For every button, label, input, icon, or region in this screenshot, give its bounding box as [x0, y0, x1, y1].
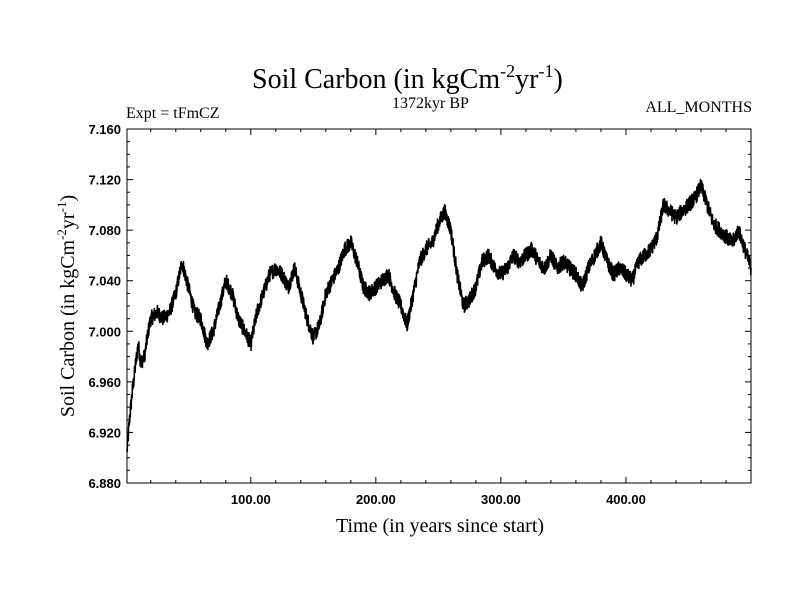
- x-tick-label: 400.00: [606, 492, 646, 507]
- y-tick-label: 6.920: [88, 425, 121, 440]
- y-tick-label: 7.000: [88, 324, 121, 339]
- data-series: [126, 178, 752, 453]
- y-axis-label-sup2: -1: [54, 202, 69, 213]
- y-tick-label: 6.880: [88, 476, 121, 491]
- y-tick-label: 6.960: [88, 375, 121, 390]
- months-label: ALL_MONTHS: [645, 99, 752, 116]
- plot-frame: [126, 128, 752, 484]
- chart-title-main: Soil Carbon (in kgCm: [252, 64, 500, 95]
- x-tick-label: 100.00: [231, 492, 271, 507]
- axis-ticks: 6.880 6.920 6.960 7.000 7.040 7.080 7.120 7.160…: [88, 122, 751, 507]
- y-tick-label: 7.120: [88, 173, 121, 188]
- chart-title: Soil Carbon (in kgCm-2yr-1): [252, 61, 563, 95]
- y-tick-label: 7.040: [88, 274, 121, 289]
- y-tick-label: 7.160: [88, 122, 121, 137]
- y-axis-label-sup1: -2: [54, 229, 69, 240]
- chart-title-sup2: -1: [538, 61, 553, 81]
- y-axis-label-group: Soil Carbon (in kgCm-2yr-1): [54, 195, 79, 417]
- y-axis-label-end: ): [57, 195, 79, 202]
- chart-title-sup1: -2: [500, 61, 515, 81]
- chart-subtitle: 1372kyr BP: [392, 95, 469, 112]
- x-axis-label: Time (in years since start): [336, 515, 544, 537]
- y-axis-label-main: Soil Carbon (in kgCm: [57, 239, 79, 417]
- x-tick-label: 300.00: [481, 492, 521, 507]
- y-axis-label-mid: yr: [57, 212, 79, 229]
- x-tick-label: 200.00: [356, 492, 396, 507]
- chart-title-mid: yr: [515, 64, 539, 95]
- series-line-soil-carbon: [126, 178, 752, 453]
- experiment-label: Expt = tFmCZ: [126, 105, 219, 122]
- y-axis-label: Soil Carbon (in kgCm-2yr-1): [54, 195, 79, 417]
- chart-title-end: ): [553, 64, 562, 95]
- y-tick-label: 7.080: [88, 223, 121, 238]
